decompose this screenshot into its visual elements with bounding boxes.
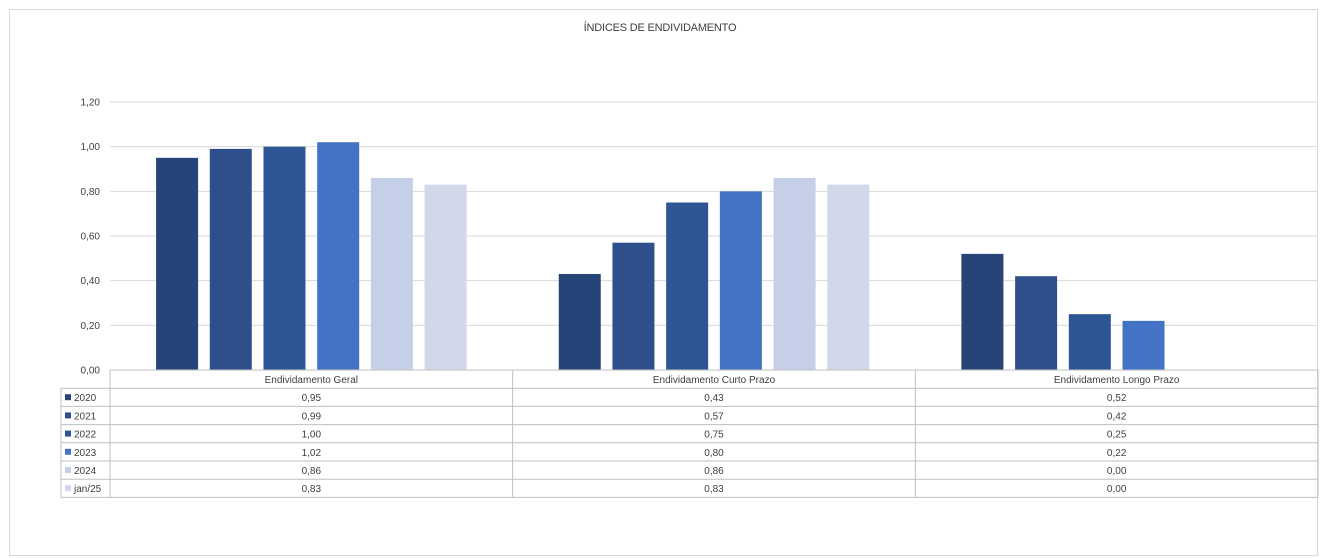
y-tick-label: 0,80 (81, 187, 101, 198)
bar (719, 191, 762, 370)
bar (1122, 320, 1165, 370)
chart-title: ÍNDICES DE ENDIVIDAMENTO (583, 22, 737, 34)
y-tick-label: 0,60 (81, 232, 101, 243)
bar (424, 184, 467, 370)
data-label: 0,00 (1107, 484, 1127, 495)
bar (666, 202, 709, 370)
category-label: Endividamento Longo Prazo (1054, 375, 1180, 386)
data-label: 0,22 (1107, 448, 1127, 459)
series-name: 2023 (74, 448, 97, 459)
data-label: 0,57 (704, 411, 724, 422)
data-label: 0,75 (704, 430, 724, 441)
bar (558, 273, 601, 370)
category-label: Endividamento Geral (265, 375, 358, 386)
data-label: 0,83 (302, 484, 322, 495)
data-label: 0,86 (704, 466, 724, 477)
data-label: 0,42 (1107, 411, 1127, 422)
legend-key (65, 467, 71, 473)
data-label: 0,95 (302, 393, 322, 404)
data-label: 0,99 (302, 411, 322, 422)
bar (317, 142, 360, 370)
legend-key (65, 448, 71, 455)
bar (1015, 276, 1058, 370)
data-label: 0,86 (302, 466, 322, 477)
chart-frame (9, 9, 1318, 556)
y-tick-label: 0,40 (81, 276, 101, 287)
series-name: jan/25 (73, 484, 102, 495)
y-tick-label: 1,00 (81, 142, 101, 153)
data-label: 0,52 (1107, 393, 1127, 404)
series-name: 2024 (74, 466, 97, 477)
series-name: 2020 (74, 393, 97, 404)
legend-key (65, 412, 71, 419)
bar (263, 146, 306, 370)
data-label: 0,00 (1107, 466, 1127, 477)
legend-key (65, 430, 71, 437)
category-label: Endividamento Curto Prazo (653, 375, 776, 386)
y-tick-label: 0,20 (81, 321, 101, 332)
bar (1068, 314, 1111, 370)
bar (827, 184, 870, 370)
data-label: 0,80 (704, 448, 724, 459)
data-label: 0,25 (1107, 430, 1127, 441)
series-name: 2021 (74, 411, 97, 422)
bar (961, 253, 1004, 370)
legend-key (65, 485, 71, 492)
bar (156, 157, 199, 370)
data-label: 0,83 (704, 484, 724, 495)
y-tick-label: 0,00 (81, 366, 101, 377)
data-label: 0,43 (704, 393, 724, 404)
bar (209, 148, 252, 370)
data-label: 1,02 (302, 448, 322, 459)
y-tick-label: 1,20 (81, 98, 101, 109)
bar (773, 177, 816, 370)
bar (370, 177, 413, 370)
data-label: 1,00 (302, 430, 322, 441)
series-name: 2022 (74, 430, 97, 441)
legend-key (65, 394, 71, 401)
bar (612, 242, 655, 370)
